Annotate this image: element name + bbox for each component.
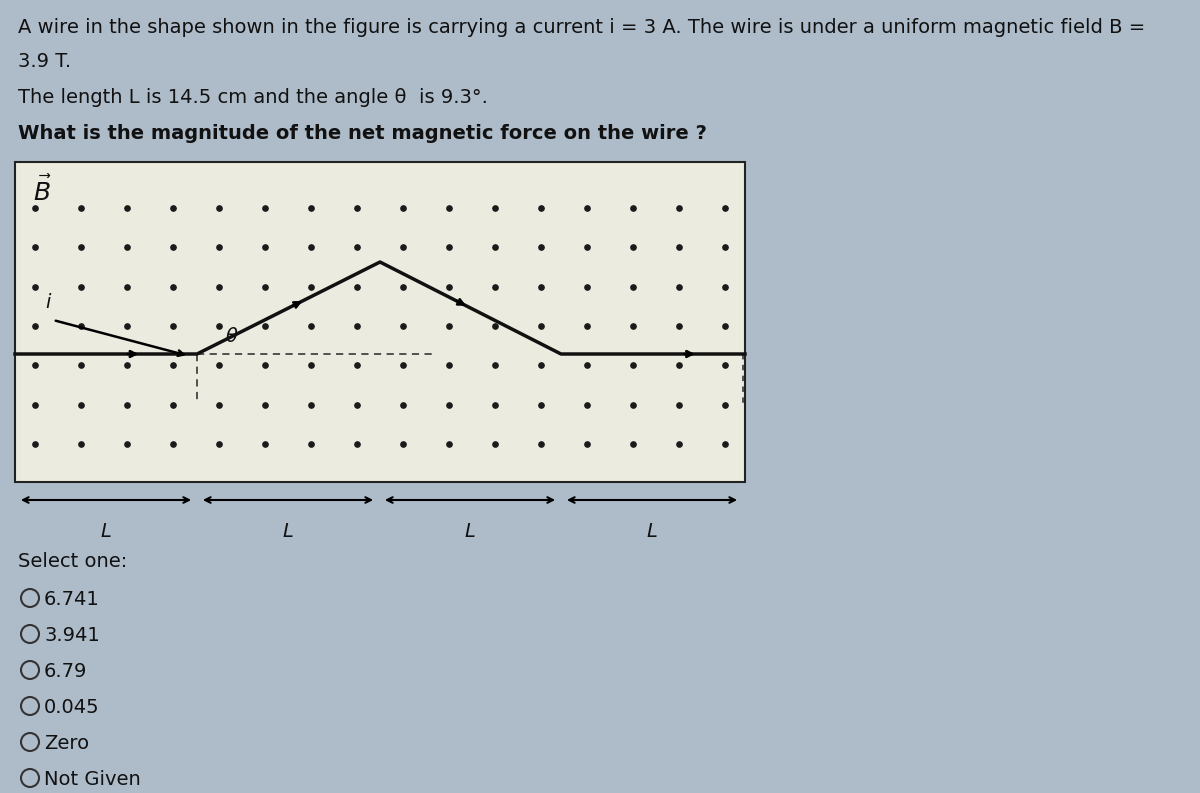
Text: A wire in the shape shown in the figure is carrying a current i = 3 A. The wire : A wire in the shape shown in the figure … <box>18 18 1145 37</box>
Text: 6.79: 6.79 <box>44 662 88 681</box>
Text: Zero: Zero <box>44 734 89 753</box>
Text: 3.9 T.: 3.9 T. <box>18 52 71 71</box>
Text: L: L <box>464 522 475 541</box>
Bar <box>14 162 745 482</box>
Text: 3.941: 3.941 <box>44 626 100 645</box>
Text: $i$: $i$ <box>46 293 53 312</box>
Text: L: L <box>101 522 112 541</box>
Text: The length L is 14.5 cm and the angle θ  is 9.3°.: The length L is 14.5 cm and the angle θ … <box>18 88 488 107</box>
Text: $\theta$: $\theta$ <box>226 327 239 346</box>
Text: $\vec{B}$: $\vec{B}$ <box>34 176 52 206</box>
Text: L: L <box>647 522 658 541</box>
Text: What is the magnitude of the net magnetic force on the wire ?: What is the magnitude of the net magneti… <box>18 124 707 143</box>
Text: L: L <box>282 522 294 541</box>
Text: 0.045: 0.045 <box>44 698 100 717</box>
Text: Select one:: Select one: <box>18 552 127 571</box>
Text: Not Given: Not Given <box>44 770 140 789</box>
Text: 6.741: 6.741 <box>44 590 100 609</box>
